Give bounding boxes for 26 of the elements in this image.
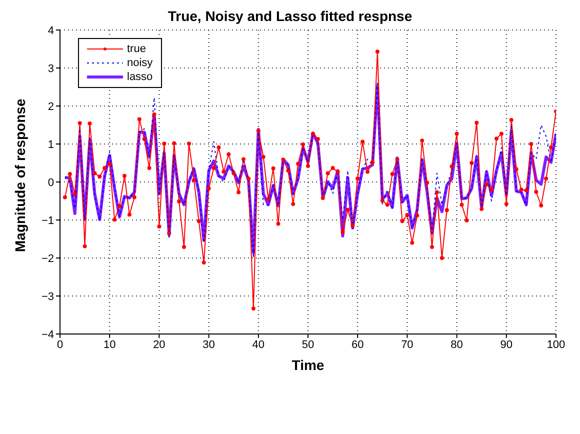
y-tick-label: 1 [48,138,54,151]
y-axis-title: Magnitude of response [12,98,28,252]
legend-label: true [127,43,146,55]
x-tick-label: 100 [546,338,566,351]
y-tick-label: 3 [48,62,54,75]
x-axis-title: Time [292,357,324,373]
y-tick-label: 4 [48,24,54,37]
y-tick-label: −1 [41,214,54,227]
x-tick-label: 0 [56,338,64,351]
legend-label: noisy [127,57,153,69]
x-tick-label: 60 [351,338,364,351]
x-tick-label: 70 [401,338,414,351]
x-tick-label: 20 [153,338,166,351]
chart-title: True, Noisy and Lasso fitted respnse [166,8,414,26]
y-tick-label: 0 [48,176,54,189]
x-tick-label: 10 [103,338,116,351]
y-tick-label: −4 [41,328,54,341]
x-tick-label: 80 [450,338,463,351]
x-tick-label: 40 [252,338,265,351]
x-tick-label: 30 [202,338,215,351]
legend-label: lasso [127,71,153,83]
x-tick-label: 90 [500,338,513,351]
x-tick-label: 50 [302,338,314,351]
y-tick-label: 2 [48,100,54,113]
y-tick-label: −2 [41,252,54,265]
y-tick-label: −3 [41,290,54,303]
